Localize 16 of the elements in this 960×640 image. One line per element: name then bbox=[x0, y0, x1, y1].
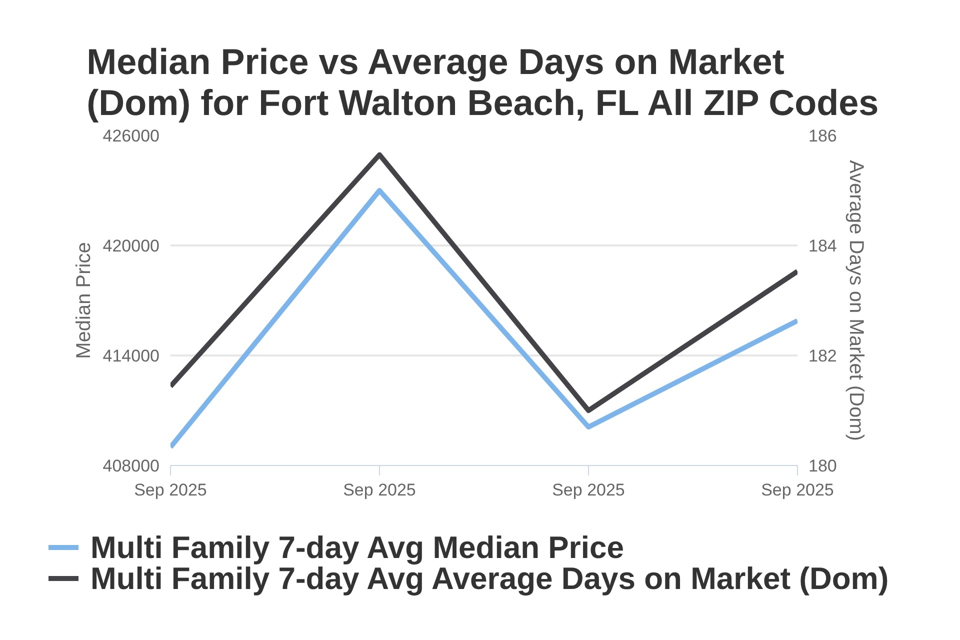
y-tick-label: 426000 bbox=[102, 126, 160, 146]
y-tick-label: 420000 bbox=[102, 236, 160, 256]
y-axis-title: Median Price bbox=[72, 242, 95, 359]
x-tick-label: Sep 2025 bbox=[343, 480, 416, 500]
y-tick-label: 414000 bbox=[102, 346, 160, 366]
legend-label: Multi Family 7-day Avg Median Price bbox=[90, 530, 624, 565]
y2-tick-label: 184 bbox=[808, 236, 837, 256]
chart-title: Median Price vs Average Days on Market (Dom) for Fort Walton Beach, FL All ZIP Codes bbox=[86, 41, 879, 123]
x-tick-label: Sep 2025 bbox=[761, 480, 834, 500]
x-tick-label: Sep 2025 bbox=[134, 480, 207, 500]
y2-tick-label: 180 bbox=[808, 456, 837, 476]
y2-tick-label: 186 bbox=[808, 126, 837, 146]
y2-axis-title: Average Days on Market (Dom) bbox=[844, 160, 867, 441]
x-tick-label: Sep 2025 bbox=[552, 480, 625, 500]
y2-tick-label: 182 bbox=[808, 346, 837, 366]
y-tick-label: 408000 bbox=[102, 456, 160, 476]
